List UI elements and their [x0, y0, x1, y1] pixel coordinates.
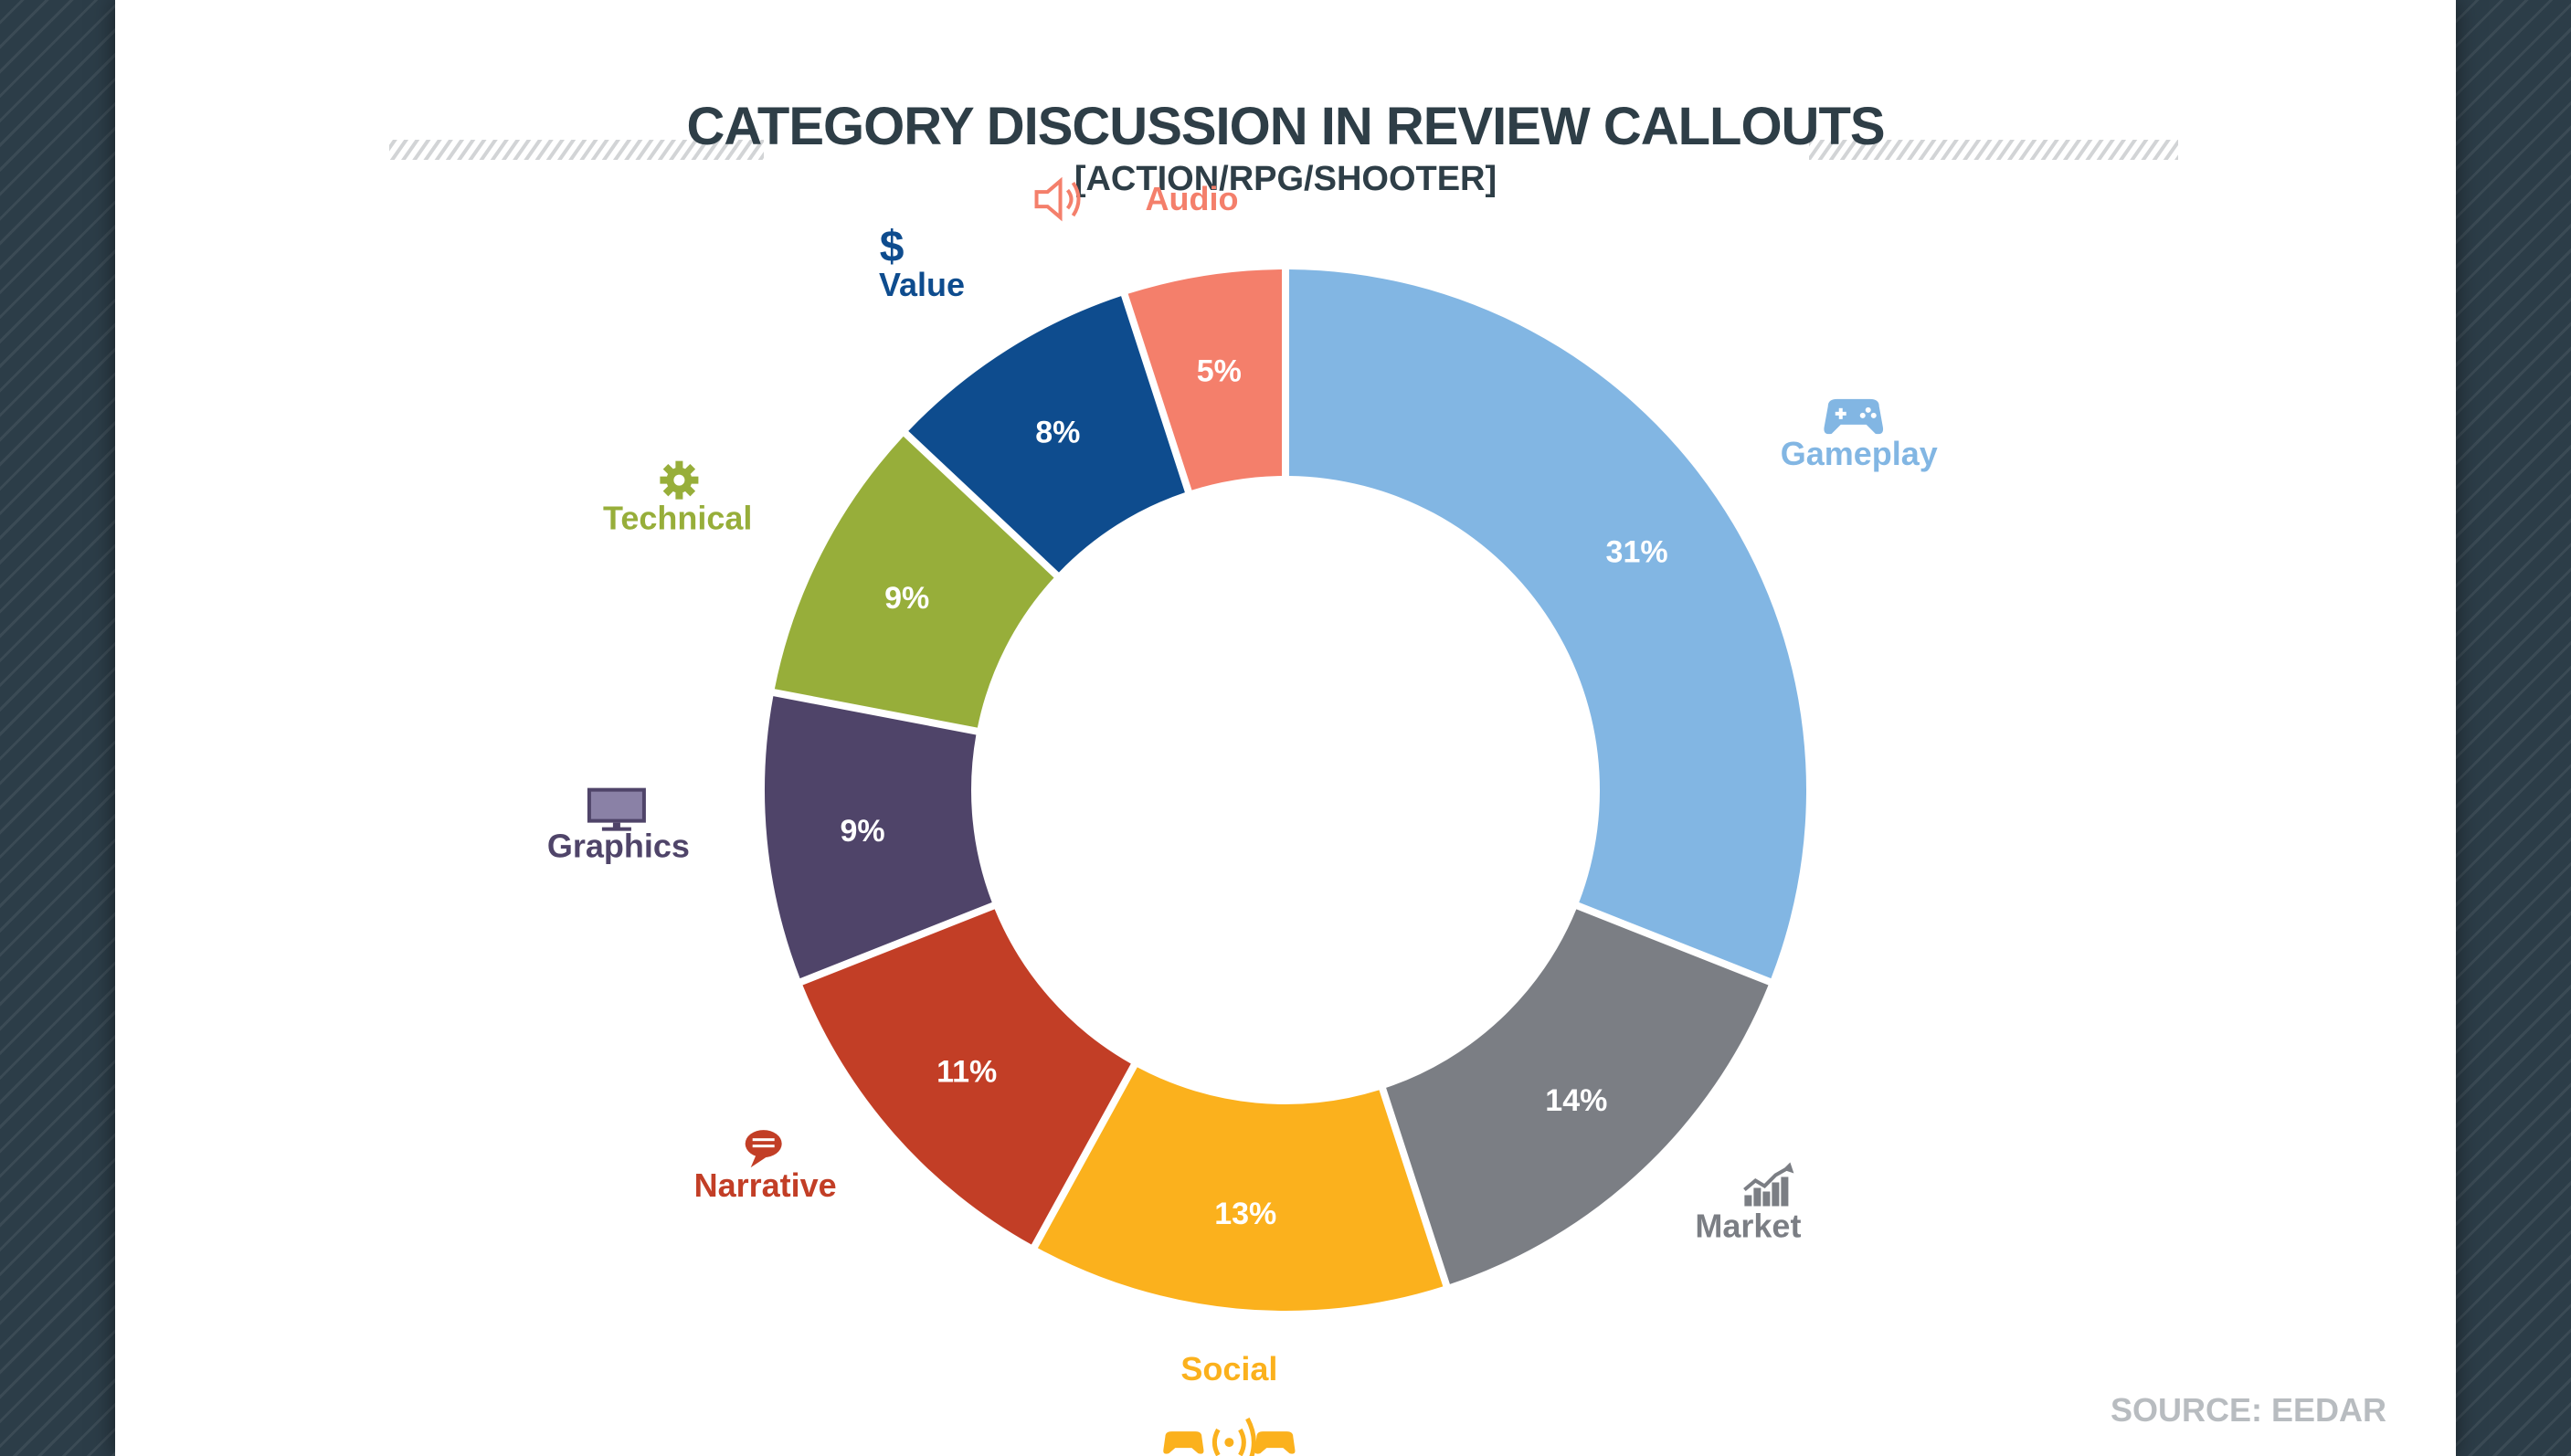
slice-social: [1037, 1067, 1444, 1312]
slice-graphics: [765, 696, 992, 979]
category-icons: $: [587, 176, 1884, 1456]
gear-icon: [660, 460, 699, 500]
category-label-audio: Audio: [1146, 180, 1239, 217]
percent-label-technical: 9%: [884, 581, 929, 616]
category-label-value: Value: [879, 266, 965, 303]
slice-value: [908, 296, 1185, 573]
category-labels: Gameplay Market Social Narrative Graphics Tec…: [547, 180, 1938, 1387]
slice-market: [1386, 909, 1769, 1284]
percent-label-market: 14%: [1545, 1083, 1607, 1118]
gamepad-icon: [1824, 398, 1884, 435]
source-label: SOURCE: EEDAR: [2111, 1391, 2386, 1429]
title-rule-right: [1809, 140, 2178, 160]
slice-narrative: [802, 909, 1131, 1245]
category-label-market: Market: [1695, 1207, 1801, 1244]
slice-technical: [774, 436, 1054, 728]
donut-slices: [765, 269, 1806, 1312]
slice-audio: [1127, 269, 1283, 491]
chart-subtitle: [ACTION/RPG/SHOOTER]: [1074, 160, 1497, 198]
percent-label-gameplay: 31%: [1606, 535, 1668, 570]
monitor-icon: [587, 787, 646, 831]
trend-chart-icon: [1743, 1162, 1794, 1207]
title-rule-left: [389, 140, 764, 160]
percent-label-narrative: 11%: [936, 1055, 997, 1090]
svg-text:$: $: [880, 223, 905, 271]
percent-label-audio: 5%: [1197, 354, 1242, 389]
chart-title: CATEGORY DISCUSSION IN REVIEW CALLOUTS: [686, 97, 1884, 156]
category-label-graphics: Graphics: [547, 828, 690, 865]
speaker-icon: [1034, 176, 1081, 222]
category-label-narrative: Narrative: [694, 1166, 837, 1204]
category-label-social: Social: [1180, 1350, 1277, 1387]
percent-labels: 31% 14% 13% 11% 9% 9% 8% 5%: [840, 354, 1667, 1231]
social-gamepads-icon: [1163, 1417, 1296, 1456]
speech-bubble-icon: [745, 1130, 782, 1168]
category-label-technical: Technical: [603, 500, 752, 537]
category-label-gameplay: Gameplay: [1781, 435, 1938, 472]
dollar-icon: $: [880, 223, 905, 271]
percent-label-social: 13%: [1214, 1197, 1276, 1231]
slice-gameplay: [1288, 269, 1806, 979]
percent-label-graphics: 9%: [840, 814, 884, 849]
percent-label-value: 8%: [1035, 415, 1080, 449]
